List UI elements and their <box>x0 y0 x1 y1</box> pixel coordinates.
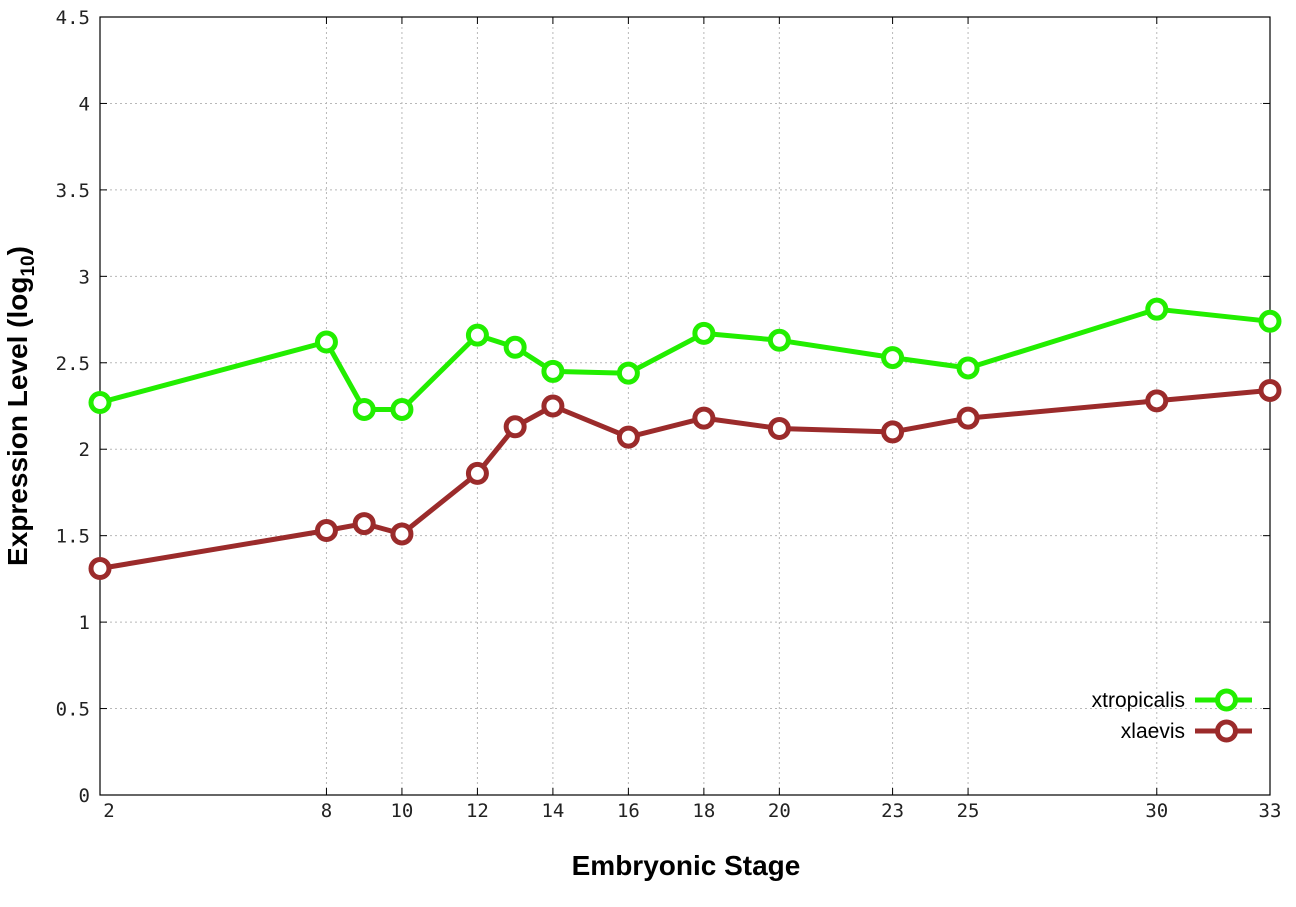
x-tick-label: 2 <box>103 800 114 822</box>
data-point <box>314 330 338 354</box>
data-point <box>352 512 376 536</box>
legend: xtropicalis xlaevis <box>1092 688 1252 743</box>
data-point <box>314 518 338 542</box>
y-axis-title-suffix: ) <box>2 246 33 255</box>
data-point <box>692 321 716 345</box>
y-tick-label: 3 <box>79 266 90 288</box>
data-point <box>956 406 980 430</box>
legend-label: xlaevis <box>1121 720 1185 743</box>
x-axis-title: Embryonic Stage <box>572 850 801 881</box>
legend-sample-marker <box>1215 688 1238 712</box>
y-tick-label: 2.5 <box>56 353 90 375</box>
x-tick-label: 20 <box>768 800 791 822</box>
y-tick-label: 4 <box>79 93 90 115</box>
data-point <box>767 328 791 352</box>
data-point <box>616 425 640 449</box>
data-point <box>692 406 716 430</box>
series-xlaevis <box>88 378 1282 581</box>
x-tick-label: 12 <box>466 800 489 822</box>
data-point <box>465 461 489 485</box>
series-xtropicalis <box>88 297 1282 421</box>
data-point <box>1258 378 1282 402</box>
legend-entry-xlaevis: xlaevis <box>1121 719 1252 743</box>
x-tick-label: 14 <box>541 800 564 822</box>
x-tick-label: 30 <box>1145 800 1168 822</box>
data-point <box>881 420 905 444</box>
y-tick-label: 2 <box>79 439 90 461</box>
x-tick-label: 8 <box>321 800 332 822</box>
data-point <box>390 397 414 421</box>
x-tick-label: 18 <box>692 800 715 822</box>
data-point <box>88 391 112 415</box>
data-point <box>881 346 905 370</box>
data-point <box>390 522 414 546</box>
y-axis-title: Expression Level (log10) <box>2 246 39 566</box>
data-point <box>88 557 112 581</box>
data-point <box>616 361 640 385</box>
legend-sample-marker <box>1215 719 1238 743</box>
y-axis-title-main: Expression Level (log <box>2 277 33 566</box>
data-point <box>503 335 527 359</box>
data-point <box>1145 297 1169 321</box>
y-tick-label: 0 <box>79 785 90 807</box>
y-tick-label: 4.5 <box>56 7 90 29</box>
data-point <box>956 356 980 380</box>
y-tick-label: 3.5 <box>56 180 90 202</box>
x-tick-label: 16 <box>617 800 640 822</box>
x-tick-label: 23 <box>881 800 904 822</box>
data-point <box>767 416 791 440</box>
series-line-xtropicalis <box>99 306 1271 412</box>
x-tick-label: 10 <box>390 800 413 822</box>
y-tick-label: 1 <box>79 612 90 634</box>
x-tick-label: 25 <box>957 800 980 822</box>
data-point <box>541 359 565 383</box>
x-tick-label: 33 <box>1259 800 1282 822</box>
y-tick-label: 0.5 <box>56 699 90 721</box>
series-line-xlaevis <box>99 387 1271 571</box>
data-point <box>352 397 376 421</box>
legend-label: xtropicalis <box>1092 689 1185 712</box>
y-tick-label: 1.5 <box>56 526 90 548</box>
axis-ticks: 2 8 10 12 14 16 18 20 23 25 30 33 0 0.5 1 1.5 2 2.5 3 3.5 4 4… <box>56 7 1282 822</box>
data-point <box>465 323 489 347</box>
data-point <box>1258 309 1282 333</box>
legend-entry-xtropicalis: xtropicalis <box>1092 688 1252 712</box>
data-point <box>503 415 527 439</box>
data-point <box>541 394 565 418</box>
series-layer <box>88 297 1282 581</box>
data-point <box>1145 389 1169 413</box>
y-axis-title-subscript: 10 <box>18 255 39 276</box>
